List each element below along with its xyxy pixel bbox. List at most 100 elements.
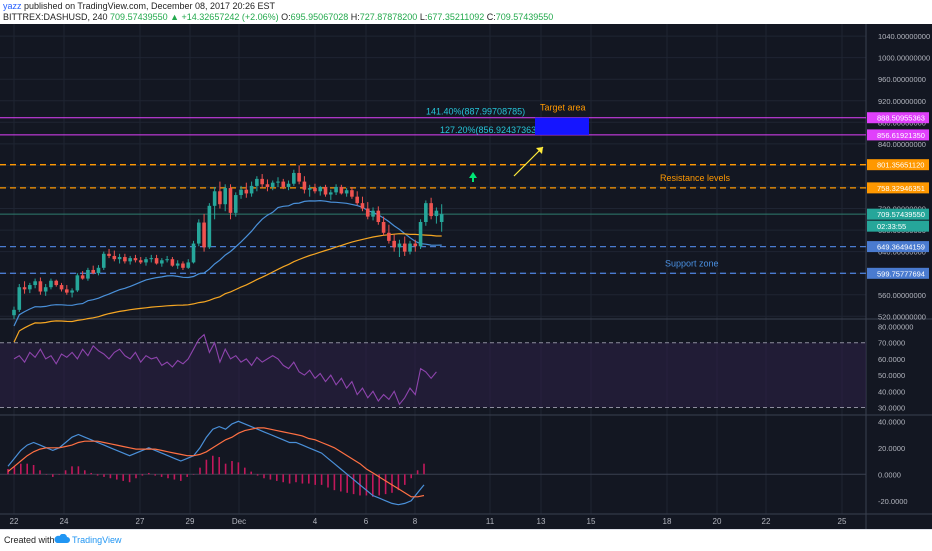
tradingview-cloud-icon	[54, 534, 70, 543]
time-tick-label: 4	[313, 517, 318, 526]
candle-body	[297, 172, 301, 182]
macd-histogram-bar	[224, 463, 227, 475]
candle-body	[165, 259, 169, 261]
time-tick-label: 24	[60, 517, 69, 526]
macd-histogram-bar	[167, 474, 169, 479]
candle-body	[265, 184, 270, 187]
candle-body	[260, 178, 264, 185]
candle-body	[154, 258, 159, 264]
candle-body	[123, 257, 127, 262]
price-level-label: 888.50955363	[877, 114, 925, 123]
candle-body	[429, 203, 433, 217]
macd-histogram-bar	[340, 474, 342, 492]
macd-histogram-bar	[45, 474, 48, 475]
candle-body	[360, 203, 365, 209]
candle-body	[281, 181, 286, 187]
price-level-badge	[867, 267, 929, 279]
candle-body	[270, 182, 275, 187]
candle-body	[54, 280, 59, 286]
price-tick-label: 840.00000000	[878, 140, 926, 149]
time-tick-label: 20	[713, 517, 722, 526]
price-level-badge	[867, 220, 929, 232]
candle-body	[313, 188, 317, 192]
time-tick-label: 27	[136, 517, 145, 526]
macd-histogram-bar	[346, 474, 348, 493]
ma-slow-line	[13, 233, 442, 343]
macd-histogram-bar	[365, 474, 368, 496]
macd-histogram-bar	[128, 474, 131, 483]
candle-body	[286, 183, 291, 187]
macd-histogram-bar	[64, 470, 67, 475]
macd-histogram-bar	[263, 474, 265, 479]
macd-histogram-bar	[404, 474, 406, 485]
rsi-tick-label: 80.000000	[878, 322, 913, 331]
macd-histogram-bar	[192, 474, 195, 475]
candle-body	[112, 255, 117, 260]
macd-histogram-bar	[58, 474, 60, 475]
candle-body	[233, 195, 238, 213]
candle-body	[80, 275, 85, 279]
rsi-tick-label: 40.0000	[878, 387, 905, 396]
published-text: published on TradingView.com, December 0…	[24, 1, 276, 11]
open-label: O:	[281, 12, 291, 22]
candle-body	[302, 181, 307, 190]
candle-body	[186, 262, 191, 268]
candle-body	[323, 186, 328, 195]
macd-histogram-bar	[84, 470, 86, 475]
price-level-badge	[867, 112, 929, 124]
close-value: 709.57439550	[495, 12, 554, 22]
target-area-label: Target area	[540, 103, 586, 113]
candle-body	[318, 186, 323, 192]
candle-body	[439, 214, 444, 222]
rsi-tick-label: 70.0000	[878, 339, 905, 348]
macd-histogram-bar	[391, 474, 393, 493]
chart-background	[0, 24, 932, 529]
up-arrow-icon	[469, 172, 477, 182]
macd-histogram-bar	[372, 474, 374, 497]
macd-histogram-bar	[77, 466, 80, 475]
symbol-info: BITTREX:DASHUSD, 240 709.57439550 ▲ +14.…	[3, 12, 553, 22]
candle-body	[239, 189, 243, 196]
price-tick-label: 520.00000000	[878, 312, 926, 321]
time-tick-label: 25	[838, 517, 847, 526]
candle-body	[59, 285, 64, 290]
macd-histogram-bar	[173, 474, 176, 480]
candle-body	[144, 259, 148, 263]
candle-body	[413, 243, 418, 247]
price-tick-label: 1000.00000000	[878, 54, 930, 63]
rsi-tick-label: 50.0000	[878, 371, 905, 380]
candle-body	[355, 196, 359, 204]
author-link[interactable]: yazz	[3, 1, 22, 11]
candle-body	[255, 178, 259, 186]
publish-info: yazz published on TradingView.com, Decem…	[3, 1, 275, 11]
price-level-badge	[867, 129, 929, 141]
macd-histogram-bar	[295, 474, 297, 483]
candle-body	[292, 172, 296, 184]
candle-body	[43, 287, 48, 292]
macd-histogram-bar	[205, 459, 208, 475]
price-chart[interactable]: 141.40%(887.99708785) 127.20%(856.9243736…	[0, 24, 932, 529]
candle-body	[402, 243, 407, 252]
candle-body	[117, 257, 122, 260]
last-price: 709.57439550	[110, 12, 168, 22]
macd-histogram-bar	[186, 474, 188, 477]
candle-body	[12, 309, 16, 316]
macd-histogram-bar	[71, 466, 73, 475]
price-tick-label: 920.00000000	[878, 97, 926, 106]
candle-body	[70, 290, 74, 293]
candle-body	[181, 263, 185, 268]
macd-histogram-bar	[20, 463, 22, 475]
price-level-label: 02:33:55	[877, 222, 906, 231]
macd-histogram-bar	[7, 468, 9, 475]
candle-body	[28, 285, 32, 290]
tradingview-brand[interactable]: TradingView	[72, 535, 122, 545]
candle-body	[160, 260, 164, 264]
macd-histogram-bar	[384, 474, 387, 495]
candle-body	[138, 260, 143, 263]
target-arrow-head	[536, 147, 543, 154]
candle-body	[228, 188, 233, 213]
macd-histogram-bar	[237, 462, 240, 475]
symbol-label: BITTREX:DASHUSD, 240	[3, 12, 108, 22]
candle-body	[434, 210, 439, 217]
macd-histogram-bar	[231, 461, 233, 475]
